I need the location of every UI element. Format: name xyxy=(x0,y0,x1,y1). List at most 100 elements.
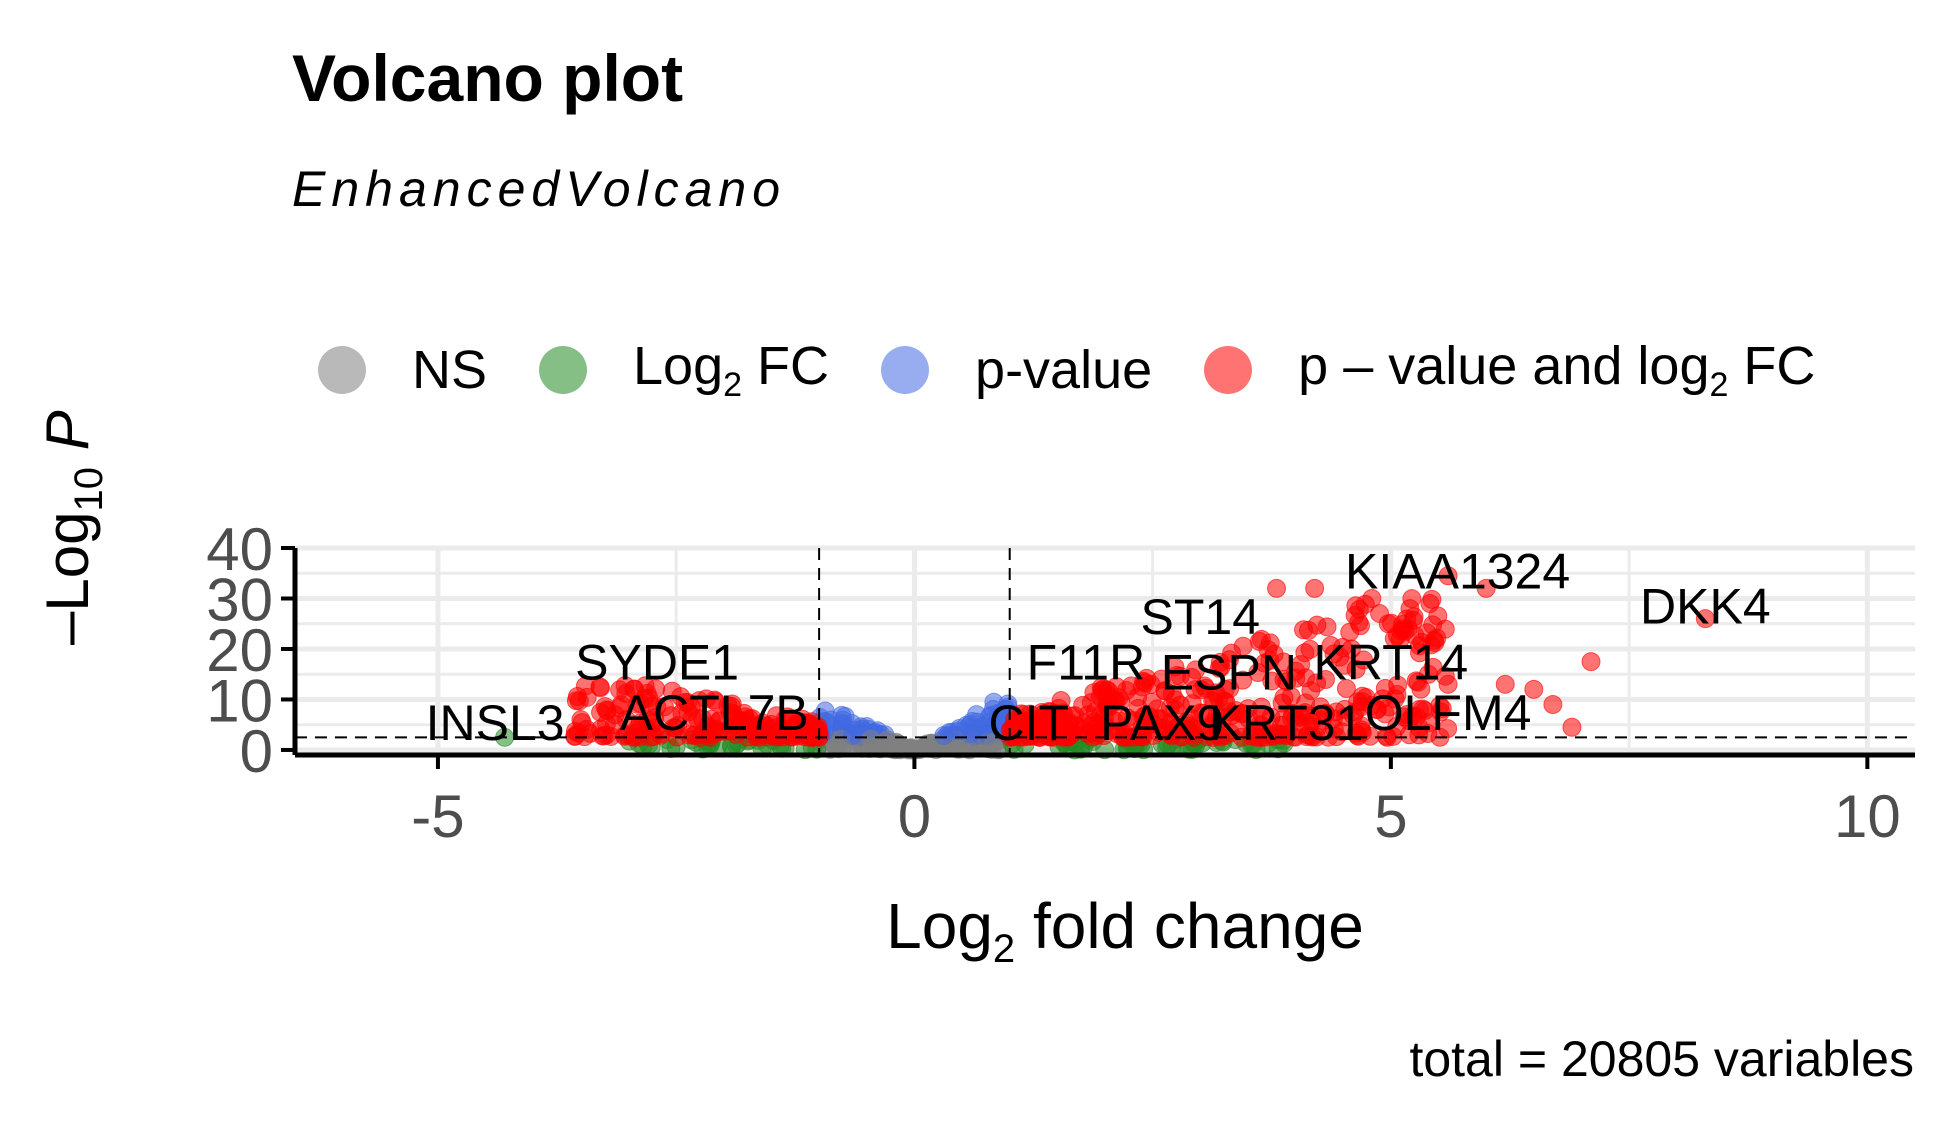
data-point xyxy=(835,706,855,726)
legend-item-both: p – value and log2 FC xyxy=(1204,335,1815,405)
data-point xyxy=(1204,693,1224,713)
data-point xyxy=(1424,630,1444,650)
data-point xyxy=(1400,599,1420,619)
chart-subtitle: EnhancedVolcano xyxy=(292,161,787,217)
data-point xyxy=(571,710,591,730)
gene-label: ESPN xyxy=(1161,644,1297,700)
gene-label: ACTL7B xyxy=(620,685,809,741)
x-axis-label: Log2 fold change xyxy=(886,890,1364,971)
x-tick-label: -5 xyxy=(411,783,464,850)
data-point xyxy=(701,709,721,729)
data-point xyxy=(1476,578,1496,598)
data-point xyxy=(1028,726,1048,746)
y-axis-label: –Log10 P xyxy=(34,410,111,645)
data-point xyxy=(983,700,1003,720)
data-point xyxy=(1075,713,1095,733)
data-point xyxy=(1135,706,1155,726)
legend-label-both: p – value and log2 FC xyxy=(1298,336,1816,404)
gene-label: OLFM4 xyxy=(1365,685,1532,741)
gene-label: INSL3 xyxy=(426,695,565,751)
data-point xyxy=(1411,679,1431,699)
gene-label: PAX9 xyxy=(1100,695,1224,751)
data-point xyxy=(793,709,813,729)
data-point xyxy=(1562,717,1582,737)
legend-dot-ns xyxy=(318,346,366,394)
legend: NS Log2 FC p-value p – value and log2 FC xyxy=(318,330,1867,410)
data-point xyxy=(1167,665,1187,685)
data-point xyxy=(1137,668,1157,688)
data-point xyxy=(1170,695,1190,715)
data-point xyxy=(1695,609,1715,629)
y-tick-label: 10 xyxy=(206,667,273,734)
legend-item-ns: NS xyxy=(318,339,487,401)
data-point xyxy=(1222,643,1242,663)
gene-label: ST14 xyxy=(1141,589,1261,645)
data-point xyxy=(1581,652,1601,672)
data-point xyxy=(1116,681,1136,701)
data-point xyxy=(1186,660,1206,680)
data-point xyxy=(1252,715,1272,735)
data-point xyxy=(1104,711,1124,731)
data-point xyxy=(762,715,782,735)
x-tick-label: 0 xyxy=(898,783,931,850)
data-point xyxy=(1336,679,1356,699)
gene-label: F11R xyxy=(1027,634,1146,690)
data-point xyxy=(1349,599,1369,619)
y-tick-label: 20 xyxy=(206,617,273,684)
legend-item-log2fc: Log2 FC xyxy=(539,335,829,405)
gene-label: KRT31 xyxy=(1209,695,1364,751)
data-point xyxy=(1281,686,1301,706)
legend-label-log2fc: Log2 FC xyxy=(633,336,830,404)
chart-title: Volcano plot xyxy=(292,41,684,115)
gene-label: KRT14 xyxy=(1314,634,1469,690)
data-point xyxy=(1255,653,1275,673)
y-tick-label: 0 xyxy=(240,718,273,785)
data-point xyxy=(684,725,704,745)
data-point xyxy=(1177,720,1197,740)
data-point xyxy=(1420,594,1440,614)
data-point xyxy=(934,726,954,746)
x-tick-label: 10 xyxy=(1834,783,1901,850)
gene-label: SYDE1 xyxy=(575,634,739,690)
x-tick-label: 5 xyxy=(1374,783,1407,850)
data-point xyxy=(1195,676,1215,696)
data-point xyxy=(615,726,635,746)
data-point xyxy=(1321,636,1341,656)
data-point xyxy=(1362,588,1382,608)
legend-dot-both xyxy=(1204,345,1253,394)
data-point xyxy=(1495,674,1515,694)
data-point xyxy=(1409,700,1429,720)
data-point xyxy=(1298,620,1318,640)
legend-dot-pvalue xyxy=(881,346,930,394)
legend-label-pvalue: p-value xyxy=(975,340,1153,400)
data-point xyxy=(1381,613,1401,633)
data-point xyxy=(1354,650,1374,670)
cutoff-lines xyxy=(295,548,1915,755)
data-point xyxy=(1233,670,1253,690)
data-point xyxy=(1524,679,1544,699)
gene-label: DKK4 xyxy=(1640,579,1771,635)
data-point xyxy=(678,702,698,722)
data-point xyxy=(1305,578,1325,598)
data-point xyxy=(720,703,740,723)
data-point xyxy=(1352,686,1372,706)
data-point xyxy=(1344,706,1364,726)
data-point xyxy=(1423,657,1443,677)
data-point xyxy=(627,694,647,714)
data-point xyxy=(1295,703,1315,723)
data-point xyxy=(1267,578,1287,598)
data-point xyxy=(722,721,742,741)
caption: total = 20805 variables xyxy=(1409,1031,1914,1087)
data-point xyxy=(1543,695,1563,715)
data-point xyxy=(1300,639,1320,659)
data-point xyxy=(1438,566,1458,586)
legend-label-ns: NS xyxy=(412,340,488,400)
data-point xyxy=(1398,619,1418,639)
data-point xyxy=(1155,681,1175,701)
data-point xyxy=(662,681,682,701)
y-tick-label: 40 xyxy=(206,516,273,583)
data-point xyxy=(590,677,610,697)
